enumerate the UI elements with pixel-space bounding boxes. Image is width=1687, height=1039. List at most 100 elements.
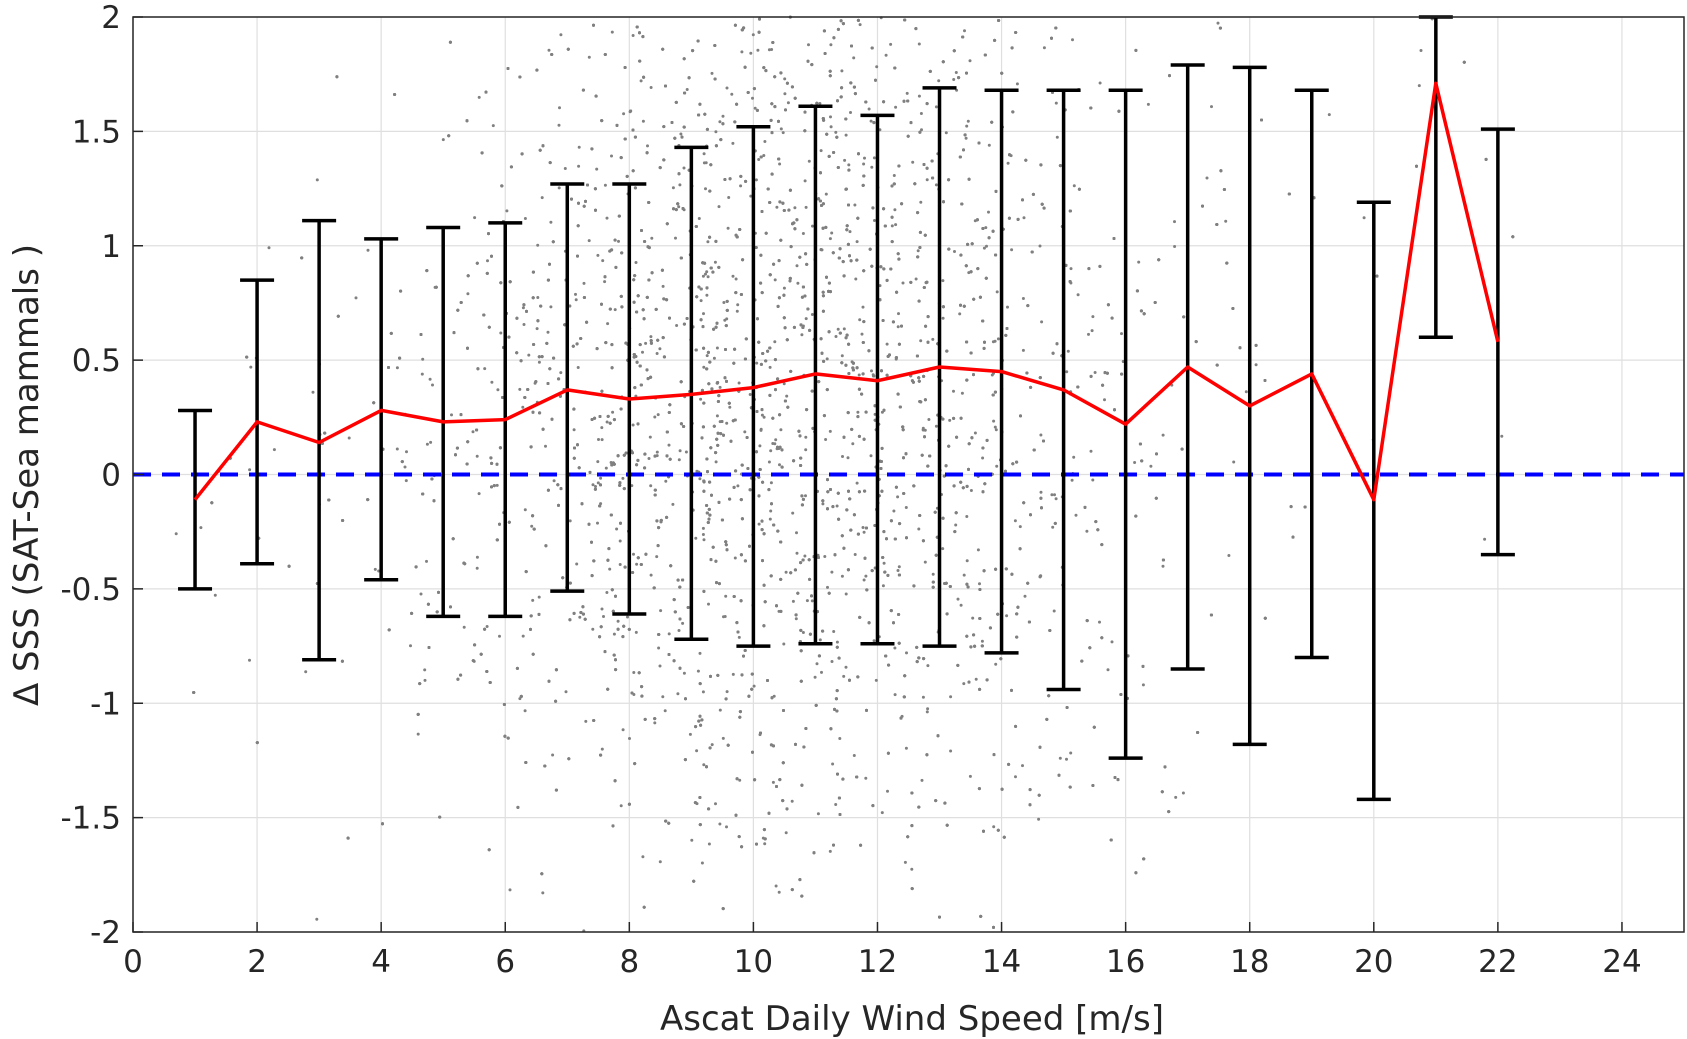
scatter-point [656,413,660,417]
scatter-point [1072,455,1076,459]
scatter-point [395,366,399,370]
scatter-point [610,30,614,34]
scatter-point [409,644,412,648]
scatter-point [941,547,945,551]
scatter-point [559,371,563,375]
scatter-point [655,352,659,355]
scatter-point [694,536,698,540]
scatter-point [889,42,893,46]
scatter-point [949,695,953,699]
scatter-point [718,120,722,124]
scatter-point [815,662,819,666]
scatter-point [784,831,788,835]
scatter-point [804,494,807,498]
scatter-point [523,217,527,220]
scatter-point [771,780,775,784]
scatter-point [992,419,996,423]
scatter-point [505,209,509,213]
scatter-point [701,526,705,530]
scatter-point [965,515,969,518]
scatter-point [896,569,900,572]
scatter-point [768,517,772,521]
scatter-point [1005,614,1009,618]
scatter-point [847,163,851,167]
scatter-point [855,240,859,244]
scatter-point [603,280,607,284]
scatter-point [794,617,798,621]
scatter-point [968,774,972,778]
scatter-point [675,324,679,327]
scatter-point [582,281,586,285]
scatter-point [602,615,605,618]
scatter-point [892,509,896,513]
scatter-point [521,405,525,409]
scatter-point [807,43,810,47]
scatter-point [870,165,874,169]
scatter-point [615,527,619,531]
scatter-point [875,65,879,69]
scatter-point [931,572,935,576]
scatter-point [1210,105,1213,109]
scatter-point [991,340,995,344]
scatter-point [304,670,308,674]
scatter-point [783,77,787,81]
scatter-point [473,216,477,220]
scatter-point [1174,795,1178,799]
scatter-point [762,415,766,419]
scatter-point [1006,305,1009,309]
scatter-point [994,662,998,666]
scatter-point [591,483,595,487]
scatter-point [834,130,838,134]
scatter-point [897,312,900,316]
scatter-point [921,695,925,699]
scatter-point [774,884,778,888]
scatter-point [677,458,681,462]
scatter-point [536,243,540,247]
scatter-point [923,560,927,564]
scatter-point [763,140,767,143]
scatter-point [878,284,882,288]
scatter-point [650,236,654,240]
scatter-point [1254,363,1258,367]
scatter-point [577,145,581,149]
scatter-point [897,565,901,569]
scatter-point [700,861,704,865]
scatter-point [754,178,758,182]
scatter-point [785,394,789,398]
scatter-point [994,428,998,432]
scatter-point [704,272,707,276]
scatter-point [810,599,814,603]
scatter-point [864,574,868,578]
scatter-point [736,303,740,307]
scatter-point [536,296,540,299]
scatter-point [1054,497,1058,501]
scatter-point [634,630,638,634]
scatter-point [739,184,743,188]
scatter-point [810,313,814,316]
scatter-point [531,598,535,602]
scatter-point [795,264,799,268]
scatter-point [639,79,643,83]
scatter-point [830,231,834,235]
scatter-point [937,79,941,83]
scatter-point [1110,640,1114,644]
scatter-point [591,627,595,631]
scatter-point [1120,332,1123,336]
scatter-point [948,418,952,422]
scatter-point [781,131,785,135]
scatter-point [1023,594,1027,598]
scatter-point [830,570,834,574]
scatter-point [826,585,829,589]
scatter-point [646,144,649,148]
scatter-point [774,438,778,442]
scatter-point [618,563,622,566]
scatter-point [956,597,960,601]
scatter-point [496,388,500,392]
scatter-point [800,333,804,337]
scatter-point [702,161,706,165]
scatter-point [1040,320,1044,324]
scatter-point [958,312,962,316]
scatter-point [661,284,665,288]
scatter-point [840,69,844,73]
scatter-point [684,450,688,454]
